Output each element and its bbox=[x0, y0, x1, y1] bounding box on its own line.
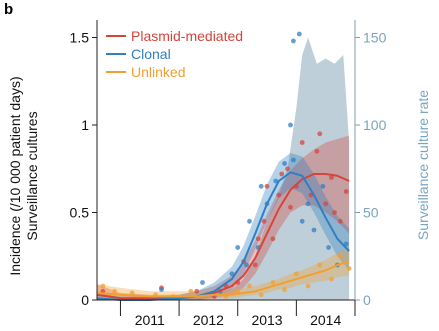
band-series-3 bbox=[97, 247, 350, 300]
panel-label: b bbox=[4, 1, 13, 18]
y-tick-label-left-3: 1.5 bbox=[70, 30, 90, 46]
point-series-3-14 bbox=[294, 271, 299, 277]
point-series-2-17 bbox=[311, 227, 317, 233]
point-series-3-17 bbox=[329, 276, 334, 282]
point-series-1-3 bbox=[194, 288, 200, 294]
point-series-2-22 bbox=[291, 38, 296, 44]
y-axis-label-left-line2: Surveillance cultures bbox=[24, 111, 40, 240]
y-tick-label-left-0: 0 bbox=[81, 292, 89, 308]
point-series-1-24 bbox=[332, 210, 337, 215]
point-series-3-2 bbox=[112, 288, 117, 294]
point-series-3-1 bbox=[100, 283, 106, 289]
point-series-3-11 bbox=[258, 292, 264, 298]
legend-label-2: Clonal bbox=[131, 46, 171, 62]
y-tick-label-right-0: 0 bbox=[363, 292, 371, 308]
x-tick-label-2: 2013 bbox=[251, 312, 282, 328]
legend-label-1: Plasmid-mediated bbox=[131, 28, 243, 44]
point-series-2-1 bbox=[159, 287, 164, 292]
point-series-3-6 bbox=[188, 288, 194, 294]
point-series-2-21 bbox=[343, 241, 349, 247]
y-tick-label-right-1: 50 bbox=[363, 205, 379, 221]
point-series-2-18 bbox=[320, 183, 326, 189]
surveillance-rate-area bbox=[97, 37, 350, 300]
point-series-1-14 bbox=[279, 171, 285, 177]
point-series-2-23 bbox=[296, 31, 302, 37]
point-series-2-13 bbox=[288, 122, 293, 128]
y-tick-label-left-1: 0.5 bbox=[70, 205, 90, 221]
point-series-2-7 bbox=[247, 218, 252, 224]
point-series-1-23 bbox=[329, 175, 334, 180]
point-series-1-9 bbox=[255, 236, 261, 242]
point-series-1-21 bbox=[317, 131, 323, 137]
point-series-1-26 bbox=[343, 189, 349, 194]
point-series-2-6 bbox=[244, 262, 249, 268]
point-series-3-18 bbox=[337, 253, 343, 259]
x-tick-label-1: 2012 bbox=[193, 312, 224, 328]
y-tick-label-right-2: 100 bbox=[363, 117, 387, 133]
point-series-1-13 bbox=[276, 192, 282, 198]
point-series-1-18 bbox=[299, 140, 305, 145]
point-series-1-22 bbox=[323, 201, 329, 207]
legend: Plasmid-mediated Clonal Unlinked bbox=[106, 28, 243, 80]
point-series-2-11 bbox=[273, 178, 279, 184]
x-tick-label-3: 2014 bbox=[310, 312, 341, 328]
line-series-2 bbox=[96, 171, 350, 301]
point-series-2-19 bbox=[326, 245, 331, 250]
legend-label-3: Unlinked bbox=[131, 64, 185, 80]
x-tick-label-0: 2011 bbox=[135, 312, 165, 328]
point-series-2-2 bbox=[200, 280, 205, 285]
point-series-3-3 bbox=[129, 290, 135, 296]
point-series-1-12 bbox=[270, 236, 276, 242]
band-series-2 bbox=[97, 153, 350, 300]
point-series-2-5 bbox=[235, 245, 241, 250]
point-series-1-25 bbox=[337, 218, 343, 224]
plot-area: 0 0.5 1 1.5 0 50 100 150 2011 2012 2013 2014 bbox=[70, 20, 387, 328]
band-series-1 bbox=[97, 135, 350, 300]
point-series-3-13 bbox=[282, 287, 287, 292]
y-axis-label-right: Surveillance culture rate bbox=[415, 90, 431, 240]
y-tick-label-right-3: 150 bbox=[363, 30, 387, 46]
point-series-1-11 bbox=[264, 183, 270, 189]
line-series-3 bbox=[96, 260, 350, 298]
point-series-2-14 bbox=[291, 157, 296, 163]
point-series-3-9 bbox=[235, 288, 241, 294]
point-series-1-10 bbox=[261, 218, 267, 224]
y-tick-label-left-2: 1 bbox=[81, 117, 89, 133]
point-series-1-16 bbox=[288, 204, 293, 210]
point-series-3-16 bbox=[317, 262, 323, 268]
point-series-1-20 bbox=[314, 148, 320, 154]
point-series-3-19 bbox=[346, 266, 352, 271]
point-series-1-15 bbox=[285, 166, 290, 172]
point-series-3-10 bbox=[247, 283, 252, 289]
point-series-2-4 bbox=[229, 271, 235, 277]
point-series-2-9 bbox=[258, 183, 264, 189]
point-series-2-16 bbox=[305, 201, 311, 207]
point-series-3-12 bbox=[270, 280, 276, 285]
point-series-2-12 bbox=[282, 161, 287, 166]
point-series-3-15 bbox=[305, 283, 311, 289]
y-axis-label-left-line1: Incidence (/10 000 patient days) bbox=[7, 76, 23, 275]
point-series-1-8 bbox=[252, 262, 258, 268]
point-series-2-15 bbox=[299, 218, 305, 224]
